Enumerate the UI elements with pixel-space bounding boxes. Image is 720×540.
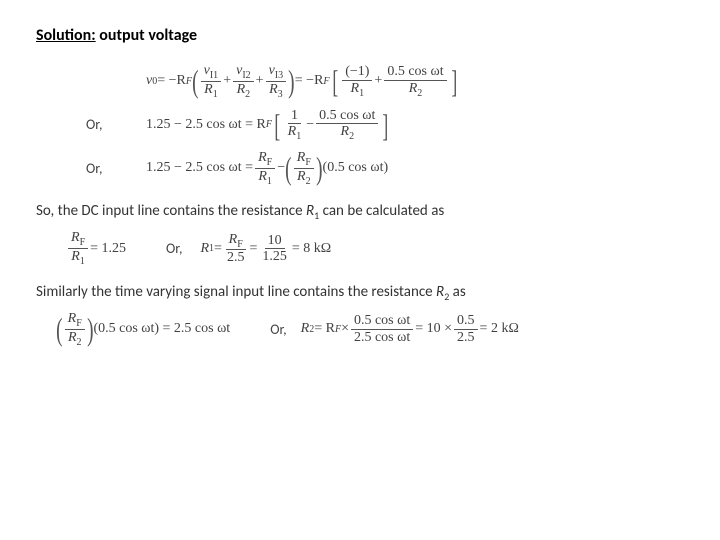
heading-underlined: Solution: bbox=[36, 26, 96, 45]
equation-1: v0 = −RF ( vI1R1 + vI2R2 + vI3R3 ) = −RF… bbox=[146, 63, 684, 100]
equation-5: ( RFR2 ) (0.5 cos ωt) = 2.5 cos ωt Or, R… bbox=[56, 311, 684, 348]
rparen-icon: ) bbox=[288, 65, 294, 97]
solution-heading: Solution: output voltage bbox=[36, 26, 684, 45]
text-line-1: So, the DC input line contains the resis… bbox=[36, 202, 684, 222]
rbracket-icon: ] bbox=[451, 65, 457, 97]
lparen-icon: ( bbox=[192, 65, 198, 97]
equation-2: Or, 1.25 − 2.5 cos ωt = RF [ 1R1 − 0.5 c… bbox=[86, 108, 684, 142]
equation-3: Or, 1.25 − 2.5 cos ωt = RFR1 − ( RFR2 ) … bbox=[86, 150, 684, 187]
lbracket-icon: [ bbox=[332, 65, 338, 97]
equation-4: RFR1 = 1.25 Or, R1 = RF2.5 = 101.25 = 8 … bbox=[66, 230, 684, 267]
heading-rest: output voltage bbox=[96, 26, 197, 45]
text-line-2: Similarly the time varying signal input … bbox=[36, 283, 684, 303]
